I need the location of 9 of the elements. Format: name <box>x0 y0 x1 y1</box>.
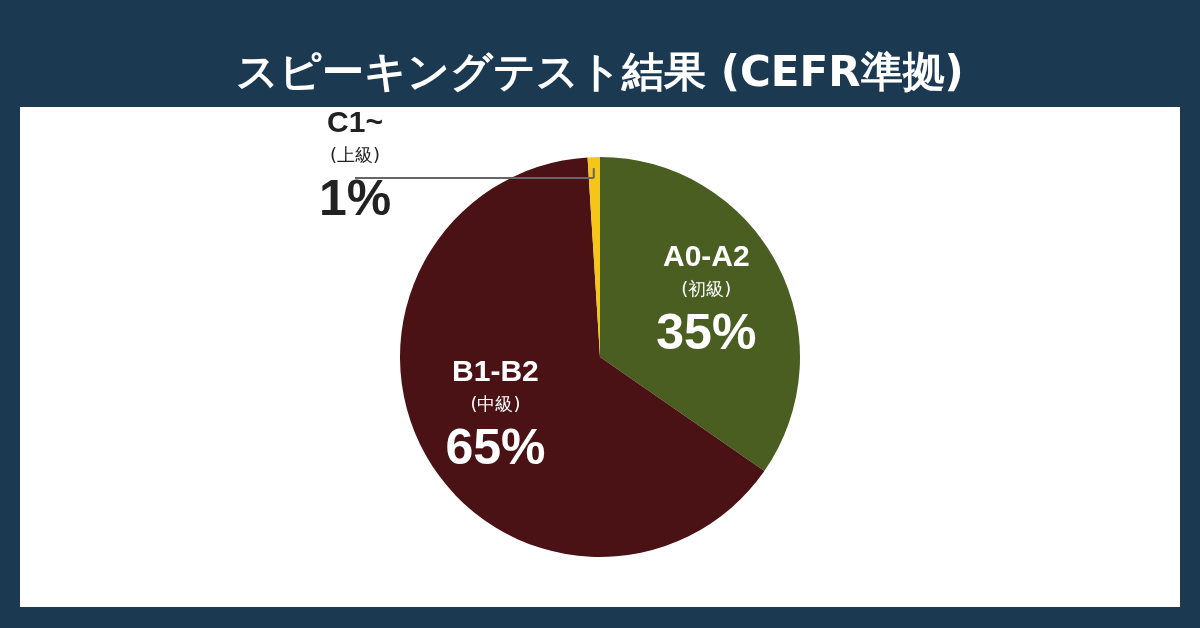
data-label: 35% <box>656 304 757 361</box>
category-label: B1-B2 (中級) <box>452 353 539 414</box>
pie-slice <box>600 157 800 472</box>
data-label: 65% <box>445 418 546 475</box>
category-label: C1~ (上級) <box>327 105 383 165</box>
data-label: 1% <box>318 170 392 226</box>
chart-title: スピーキングテスト結果 (CEFR準拠) <box>236 47 964 96</box>
pie-slice <box>400 157 765 557</box>
category-label: A0-A2 (初級) <box>662 239 750 300</box>
